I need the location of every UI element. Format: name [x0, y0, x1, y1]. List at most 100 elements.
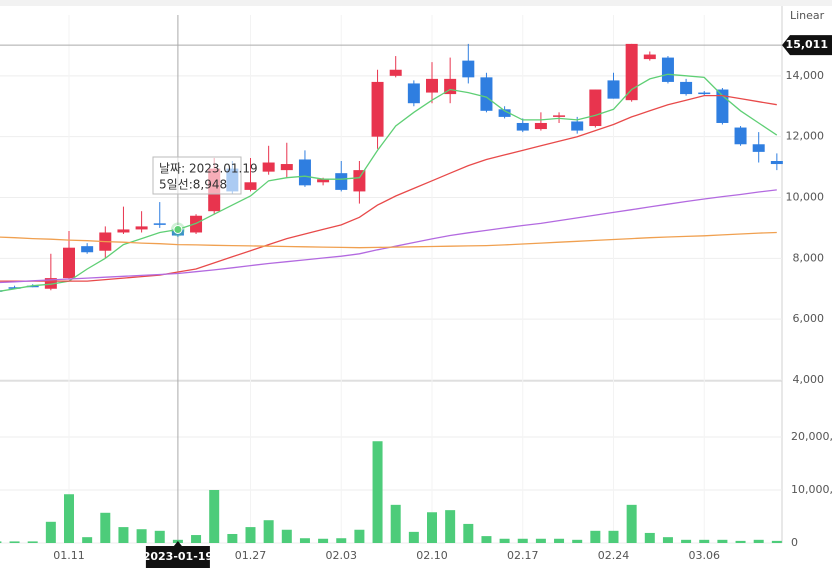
candle-body: [752, 144, 765, 152]
volume-bar: [64, 494, 74, 543]
volume-bar: [227, 533, 238, 543]
volume-bar: [771, 540, 782, 543]
volume-bar: [27, 541, 38, 543]
volume-bar: [9, 541, 20, 543]
candle-body: [661, 57, 674, 82]
candle-body: [153, 223, 166, 225]
crosshair-price-box: [782, 35, 832, 56]
volume-bar: [118, 527, 129, 543]
volume-tick-label: 10,000,000: [791, 483, 832, 496]
candle-body: [44, 278, 57, 289]
volume-tick-label: 20,000,000: [791, 430, 832, 443]
volume-bar: [753, 539, 764, 543]
candle-body: [335, 173, 348, 190]
hover-marker: [173, 224, 183, 234]
volume-bar: [535, 538, 546, 543]
candle-body: [516, 122, 529, 131]
candle-body: [462, 60, 475, 78]
volume-bar: [154, 530, 165, 543]
volume-bar: [554, 538, 565, 543]
candle-body: [371, 81, 384, 137]
volume-bar: [572, 539, 583, 543]
moving-average-line: [0, 94, 777, 282]
volume-bar: [372, 441, 383, 543]
candle-body: [680, 81, 693, 95]
volume-bar: [100, 512, 111, 543]
volume-bar: [481, 536, 492, 543]
candle-body: [117, 229, 130, 233]
candle-body: [607, 80, 620, 99]
volume-bar: [191, 535, 202, 543]
volume-bar: [299, 538, 310, 543]
volume-bar: [354, 529, 365, 543]
moving-average-line: [0, 231, 777, 249]
y-tick-label: 14,000: [786, 69, 825, 82]
volume-bar: [699, 539, 710, 543]
volume-bar: [717, 539, 728, 543]
volume-bar: [281, 529, 292, 543]
volume-bar: [662, 537, 673, 543]
candle-body: [734, 127, 747, 145]
volume-bar: [390, 504, 401, 543]
candle-body: [698, 92, 711, 95]
candle-body: [8, 287, 21, 289]
candle-body: [280, 164, 293, 171]
x-tick-label: 02.24: [598, 549, 630, 562]
candle-body: [262, 162, 275, 172]
candle-body: [589, 89, 602, 127]
crosshair-date-box: [145, 541, 210, 568]
candle-body: [426, 78, 438, 93]
y-tick-label: 10,000: [786, 191, 825, 204]
volume-bar: [136, 529, 147, 543]
volume-bar: [408, 531, 419, 543]
tooltip-value: 5일선:8,948: [159, 178, 227, 192]
moving-average-line: [0, 189, 777, 284]
volume-bar: [45, 521, 56, 543]
candle-body: [298, 159, 311, 186]
x-tick-label: 03.06: [689, 549, 721, 562]
x-tick-label: 01.27: [235, 549, 267, 562]
x-tick-label: 02.17: [507, 549, 539, 562]
candle-body: [498, 109, 511, 117]
tooltip-box: [152, 156, 242, 195]
candle-body: [407, 83, 420, 104]
volume-bar: [590, 530, 601, 543]
y-tick-label: 4,000: [793, 373, 825, 386]
candle-body: [716, 89, 729, 123]
volume-bar: [336, 538, 347, 543]
volume-bar: [0, 541, 2, 543]
candle-body: [625, 43, 638, 101]
moving-average-line: [0, 73, 778, 292]
x-tick-label: 02.03: [326, 549, 358, 562]
volume-bar: [608, 530, 619, 543]
candle-body: [190, 215, 203, 233]
top-strip: [0, 0, 832, 6]
volume-bar: [463, 523, 474, 543]
volume-bar: [427, 512, 437, 543]
candle-body: [26, 285, 39, 288]
candle-body: [244, 182, 257, 190]
candle-body: [553, 115, 566, 117]
volume-bar: [263, 520, 274, 543]
candle-body: [643, 54, 656, 60]
crosshair-date-label: 2023-01-19: [143, 550, 213, 563]
volume-bar: [735, 540, 746, 543]
candle-body: [353, 170, 366, 192]
x-tick-label: 02.10: [416, 549, 448, 562]
candle-body: [770, 161, 783, 165]
candle-body: [534, 122, 547, 130]
volume-bar: [245, 527, 256, 543]
scale-label: Linear: [790, 9, 825, 22]
volume-tick-label: 0: [791, 536, 798, 549]
candle-body: [81, 246, 94, 253]
volume-bar: [82, 537, 93, 543]
volume-bar: [517, 538, 528, 543]
volume-bar: [209, 490, 220, 543]
candle-body: [571, 121, 584, 131]
candle-body: [317, 179, 330, 183]
candle-body: [389, 69, 402, 76]
volume-bar: [499, 538, 510, 543]
volume-bar: [644, 532, 655, 543]
